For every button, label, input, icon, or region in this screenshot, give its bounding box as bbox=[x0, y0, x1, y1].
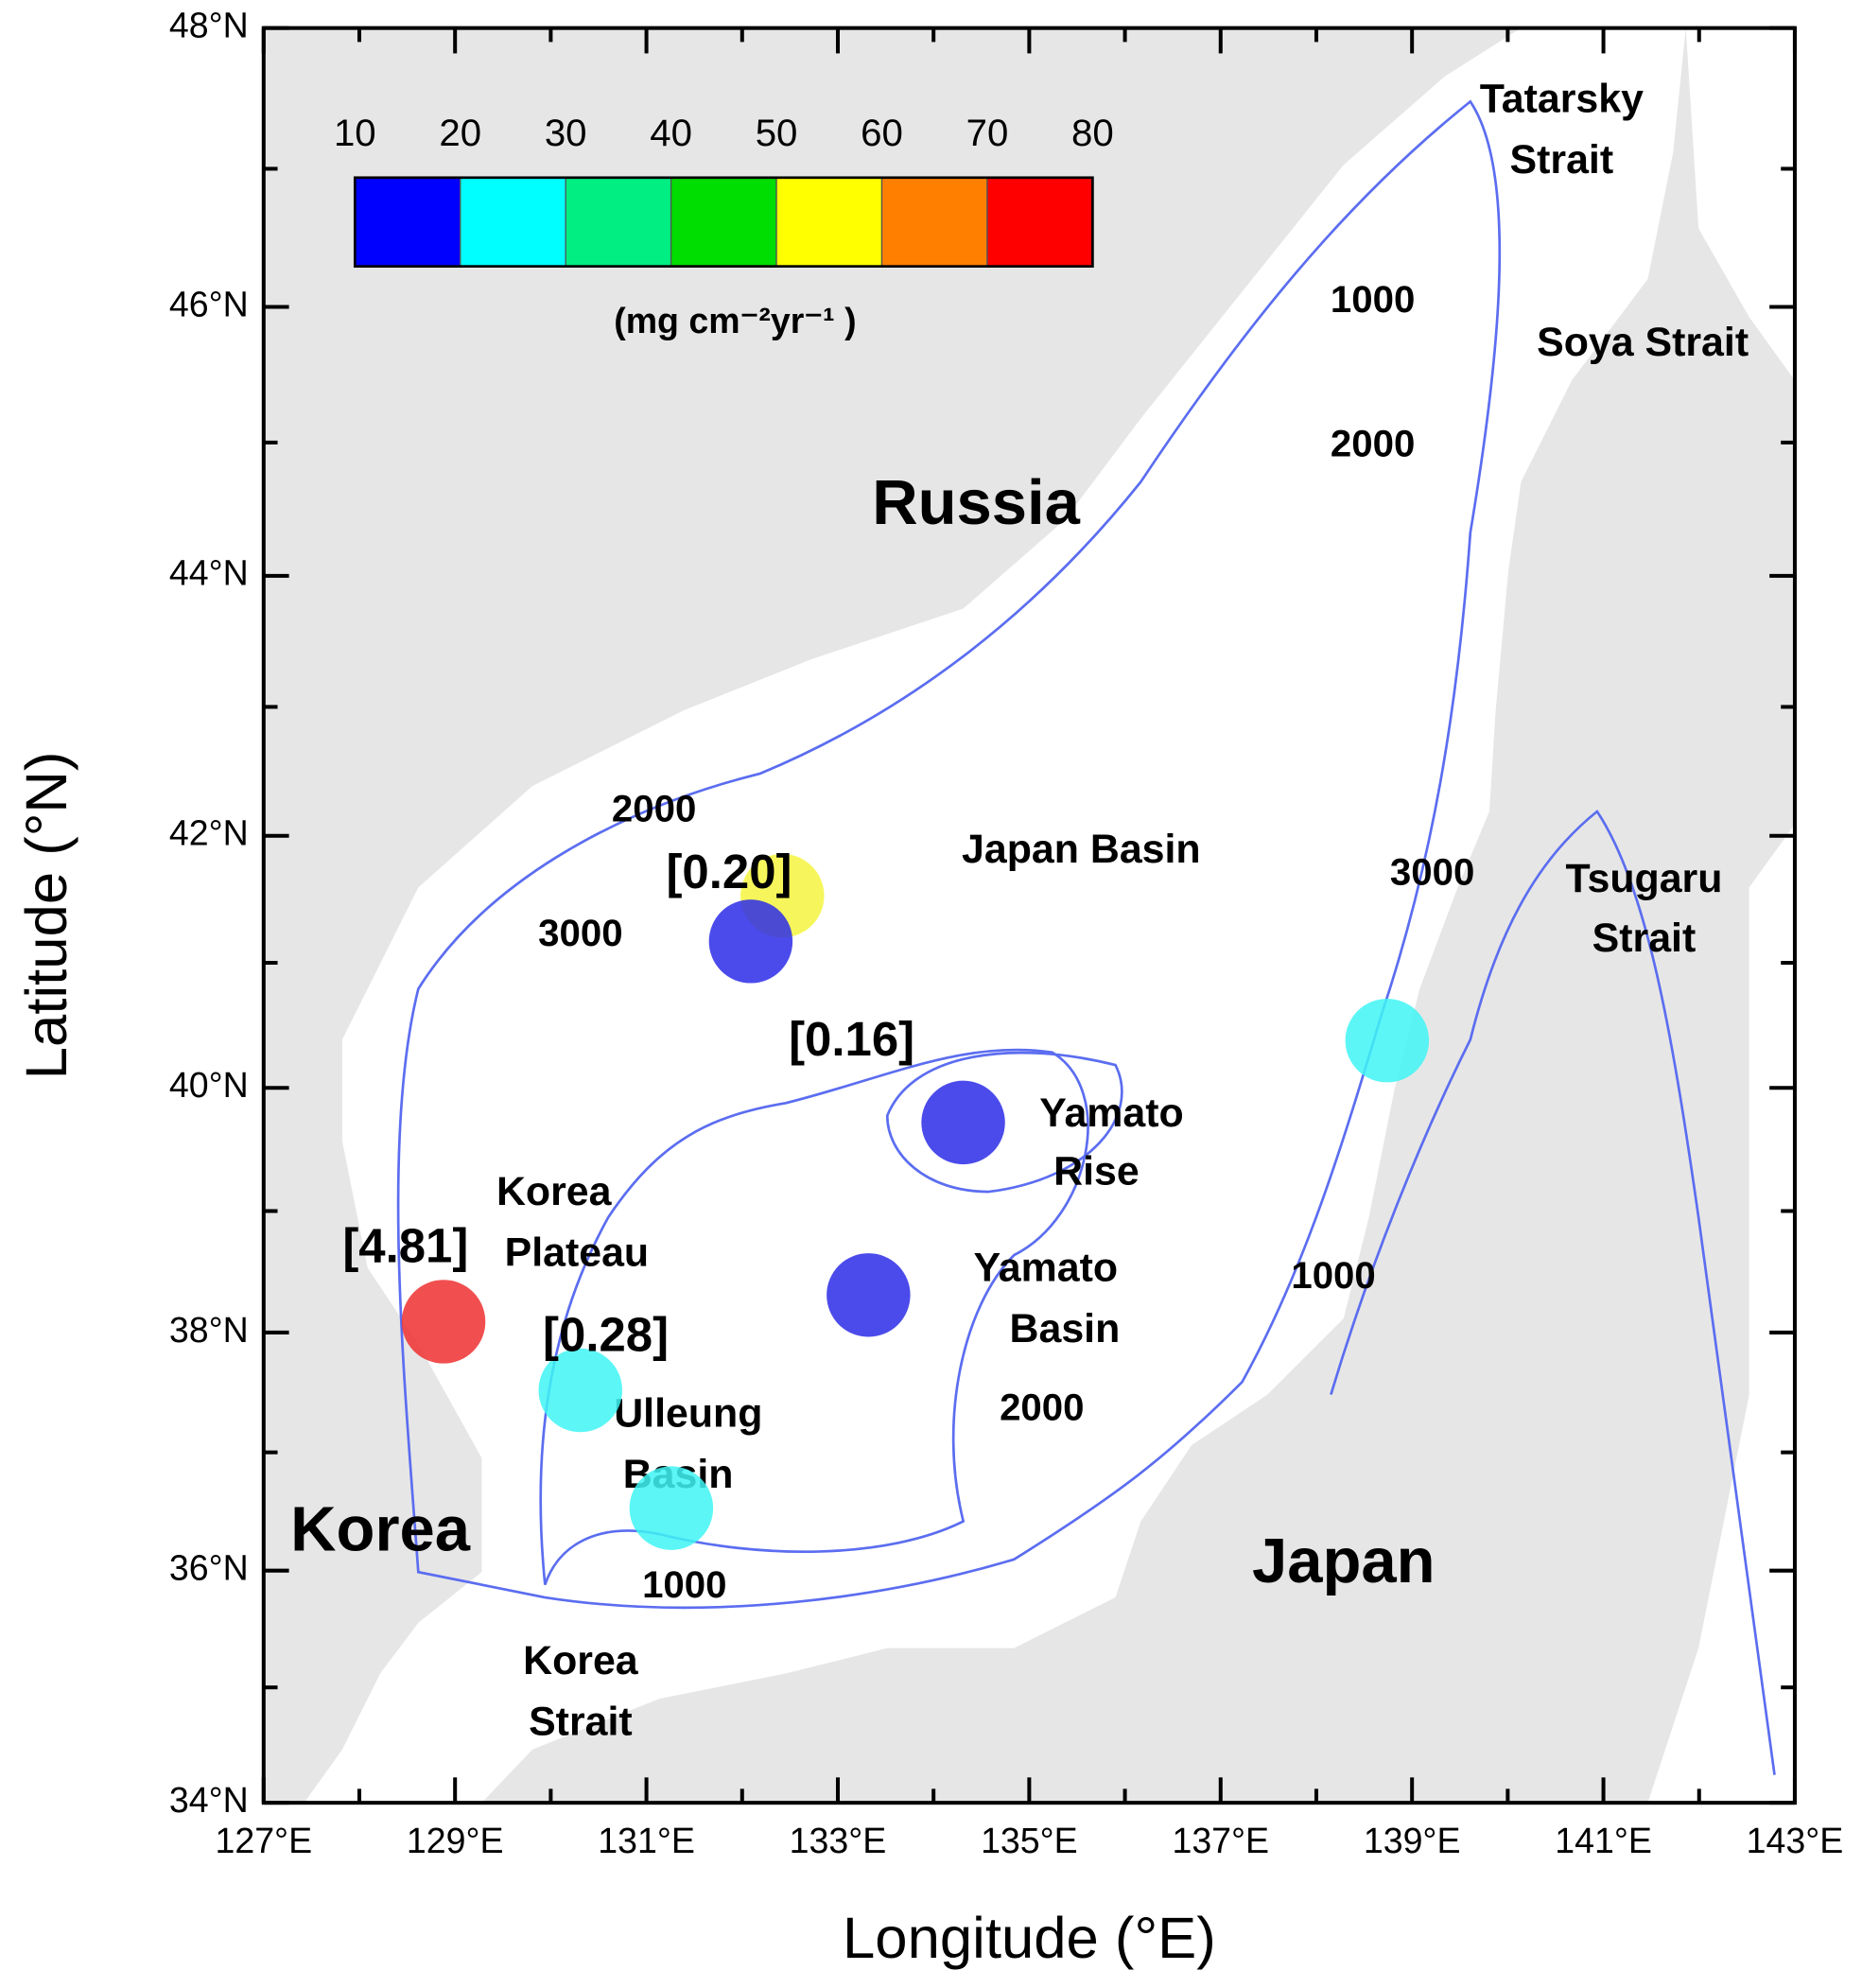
place-label: Yamato bbox=[974, 1246, 1119, 1291]
colorbar-segment bbox=[565, 177, 672, 268]
contour bbox=[1330, 810, 1776, 1775]
x-axis-title: Longitude (°E) bbox=[843, 1906, 1216, 1971]
place-label: Japan bbox=[1252, 1526, 1436, 1596]
place-label: Strait bbox=[529, 1699, 633, 1744]
depth-label: 1000 bbox=[642, 1563, 726, 1606]
sea bbox=[304, 27, 1795, 1804]
sea-japan bbox=[304, 27, 1686, 1804]
colorbar-tick-label: 30 bbox=[545, 112, 587, 154]
y-tick-label: 38°N bbox=[169, 1310, 249, 1350]
station-label: [4.81] bbox=[342, 1218, 468, 1272]
colorbar-segment bbox=[880, 177, 988, 268]
colorbar-tick-label: 70 bbox=[966, 112, 1009, 154]
place-label: Tatarsky bbox=[1480, 77, 1644, 122]
colorbar-tick-label: 20 bbox=[439, 112, 481, 154]
station bbox=[921, 1080, 1005, 1165]
place-label: Rise bbox=[1053, 1149, 1140, 1195]
place-label: Korea bbox=[290, 1494, 471, 1565]
contours bbox=[396, 99, 1776, 1775]
colorbar-segment bbox=[460, 177, 566, 268]
colorbar-segment bbox=[775, 177, 883, 268]
place-label: Korea bbox=[496, 1169, 613, 1214]
y-tick-label: 48°N bbox=[169, 6, 249, 45]
y-tick-label: 46°N bbox=[169, 284, 249, 323]
sea-okhotsk bbox=[1685, 27, 1795, 381]
colorbar-tick-label: 60 bbox=[861, 112, 903, 154]
depth-label: 3000 bbox=[1390, 851, 1474, 894]
station bbox=[629, 1466, 714, 1550]
depth-label: 1000 bbox=[1291, 1254, 1375, 1297]
station-label: [0.20] bbox=[666, 845, 792, 898]
station bbox=[708, 899, 793, 984]
colorbar-segment bbox=[354, 177, 461, 268]
y-tick-label: 34°N bbox=[169, 1780, 249, 1820]
station bbox=[827, 1253, 911, 1337]
depth-label: 2000 bbox=[1000, 1386, 1084, 1428]
depth-label: 2000 bbox=[1331, 423, 1415, 465]
contour bbox=[885, 1051, 1123, 1194]
place-label: Soya Strait bbox=[1537, 320, 1749, 365]
colorbar-label: (mg cm⁻²yr⁻¹ ) bbox=[614, 301, 856, 340]
colorbar-segment bbox=[986, 177, 1094, 268]
place-label: Russia bbox=[872, 467, 1080, 538]
place-label: Plateau bbox=[505, 1229, 650, 1275]
x-tick-label: 141°E bbox=[1555, 1821, 1652, 1860]
colorbar-segment bbox=[670, 177, 777, 268]
colorbar-frame bbox=[353, 176, 1094, 268]
colorbar-tick-label: 40 bbox=[650, 112, 692, 154]
depth-label: 3000 bbox=[538, 912, 622, 954]
place-label: Yamato bbox=[1039, 1090, 1184, 1136]
station-label: [0.16] bbox=[789, 1012, 914, 1066]
station-label: [0.28] bbox=[543, 1307, 669, 1361]
depth-label: 1000 bbox=[1331, 278, 1415, 321]
place-label: Strait bbox=[1592, 916, 1697, 961]
y-tick-label: 42°N bbox=[169, 813, 249, 853]
colorbar-tick-label: 10 bbox=[334, 112, 376, 154]
colorbar-tick-label: 80 bbox=[1071, 112, 1114, 154]
station bbox=[1345, 998, 1430, 1083]
x-tick-label: 129°E bbox=[407, 1821, 504, 1860]
x-tick-label: 143°E bbox=[1747, 1821, 1844, 1860]
contour bbox=[539, 1048, 1089, 1586]
x-tick-label: 127°E bbox=[215, 1821, 312, 1860]
y-axis-title: Latitude (°N) bbox=[14, 752, 79, 1080]
place-label: Strait bbox=[1510, 137, 1614, 183]
y-tick-label: 36°N bbox=[169, 1548, 249, 1588]
x-tick-label: 135°E bbox=[981, 1821, 1078, 1860]
colorbar-tick-label: 50 bbox=[756, 112, 798, 154]
x-tick-label: 131°E bbox=[598, 1821, 695, 1860]
station bbox=[538, 1348, 622, 1433]
sea-pacific bbox=[1647, 824, 1795, 1804]
y-tick-label: 40°N bbox=[169, 1065, 249, 1105]
x-tick-label: 137°E bbox=[1172, 1821, 1269, 1860]
y-tick-label: 44°N bbox=[169, 553, 249, 593]
depth-label: 2000 bbox=[612, 788, 696, 830]
station bbox=[401, 1280, 486, 1364]
place-label: Tsugaru bbox=[1565, 856, 1722, 901]
contour bbox=[396, 99, 1502, 1610]
place-label: Japan Basin bbox=[962, 827, 1201, 872]
x-tick-label: 133°E bbox=[790, 1821, 887, 1860]
x-tick-label: 139°E bbox=[1364, 1821, 1461, 1860]
place-label: Basin bbox=[1010, 1306, 1121, 1351]
place-label: Ulleung bbox=[614, 1391, 762, 1437]
place-label: Korea bbox=[523, 1638, 639, 1683]
